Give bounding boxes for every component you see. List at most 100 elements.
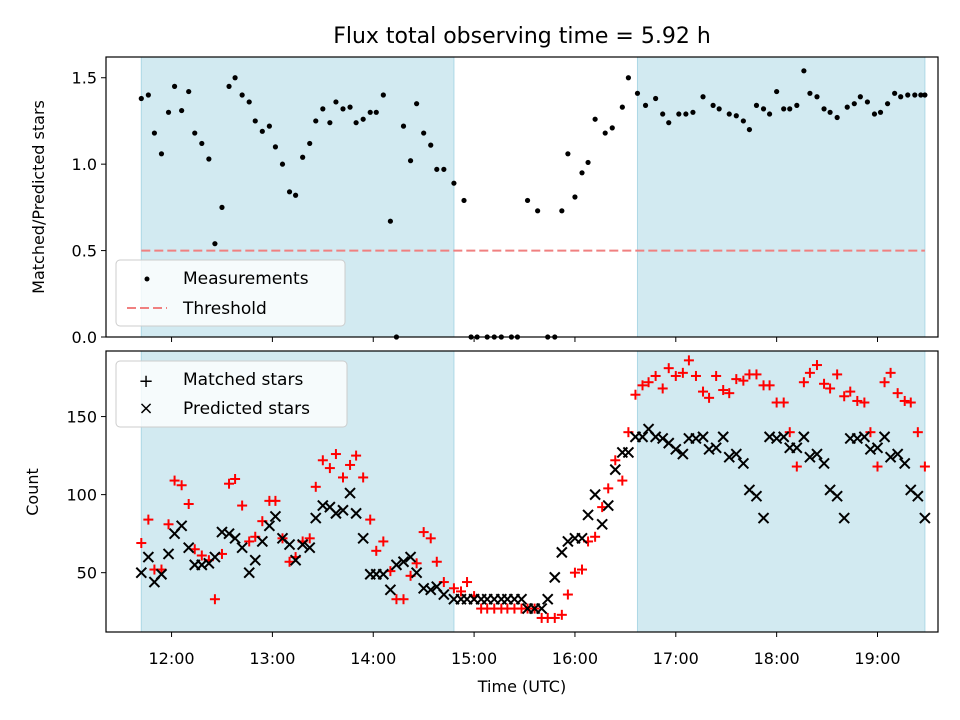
- predicted-star-point: [919, 512, 931, 524]
- matched-star-point: [690, 370, 701, 381]
- matched-star-point: [718, 385, 729, 396]
- predicted-star-point: [582, 509, 594, 521]
- predicted-star-point: [811, 448, 823, 460]
- legend-measurements-label: Measurements: [183, 269, 309, 289]
- predicted-star-point: [404, 551, 417, 563]
- measurement-point: [794, 102, 800, 108]
- measurement-point: [716, 106, 722, 112]
- predicted-star-point: [576, 532, 588, 545]
- measurement-point: [491, 334, 497, 340]
- measurement-point: [393, 334, 400, 340]
- measurement-point: [246, 99, 252, 105]
- matched-star-point: [176, 480, 187, 491]
- measurement-point: [871, 111, 878, 117]
- measurement-point: [898, 94, 904, 100]
- matched-star-point: [859, 397, 870, 408]
- matched-star-point: [630, 389, 641, 400]
- x-tick-label: 12:00: [148, 649, 194, 668]
- measurement-point: [192, 130, 198, 136]
- measurement-point: [905, 92, 911, 98]
- legend-plus-marker: +: [138, 371, 153, 392]
- predicted-star-point: [589, 488, 601, 501]
- matched-star-point: [317, 455, 328, 466]
- matched-star-point: [310, 481, 321, 492]
- measurement-point: [151, 130, 158, 136]
- predicted-star-point: [263, 520, 276, 532]
- x-tick-label: 17:00: [653, 649, 699, 668]
- measurement-point: [266, 123, 272, 129]
- matched-star-point: [324, 463, 335, 474]
- matched-star-point: [378, 536, 389, 547]
- matched-star-point: [650, 370, 661, 381]
- x-axis-label: Time (UTC): [477, 677, 566, 696]
- measurement-point: [700, 94, 706, 100]
- predicted-star-point: [390, 559, 403, 571]
- measurement-point: [373, 109, 379, 115]
- measurement-point: [579, 170, 585, 176]
- predicted-star-point: [609, 463, 621, 476]
- matched-star-point: [556, 609, 567, 620]
- matched-star-point: [136, 538, 147, 549]
- measurement-point: [232, 75, 238, 81]
- legend-matched-label: Matched stars: [183, 370, 303, 390]
- measurement-point: [451, 180, 457, 186]
- legend-predicted-label: Predicted stars: [183, 399, 310, 419]
- measurement-point: [851, 101, 857, 107]
- predicted-star-point: [737, 457, 750, 470]
- predicted-star-point: [155, 568, 168, 580]
- x-tick-label: 15:00: [451, 649, 497, 668]
- predicted-star-point: [710, 442, 722, 454]
- matched-star-point: [832, 369, 843, 380]
- measurement-point: [787, 106, 793, 112]
- measurement-point: [441, 166, 447, 172]
- x-tick-label: 19:00: [854, 649, 900, 668]
- matched-star-point: [637, 380, 648, 391]
- measurement-point: [834, 114, 840, 121]
- predicted-star-point: [798, 431, 810, 443]
- predicted-star-point: [723, 451, 735, 463]
- matched-star-point: [183, 498, 194, 509]
- matched-star-point: [270, 495, 281, 506]
- measurement-point: [814, 94, 820, 100]
- matched-star-point: [196, 550, 207, 561]
- predicted-star-point: [602, 499, 614, 512]
- measurement-point: [313, 118, 319, 124]
- predicted-star-point: [515, 593, 528, 605]
- measurement-point: [565, 151, 571, 157]
- matched-star-point: [610, 455, 621, 466]
- predicted-star-point: [891, 448, 904, 460]
- matched-star-point: [562, 589, 573, 600]
- predicted-star-point: [384, 584, 397, 596]
- measurement-point: [660, 111, 666, 117]
- matched-star-point: [751, 369, 762, 380]
- measurement-point: [199, 140, 205, 147]
- measurement-point: [535, 208, 541, 214]
- predicted-star-point: [730, 448, 743, 460]
- matched-star-point: [237, 500, 248, 511]
- measurement-point: [753, 102, 760, 108]
- measurement-point: [524, 197, 531, 204]
- matched-star-point: [852, 395, 863, 406]
- measurement-point: [428, 142, 434, 148]
- measurement-point: [286, 189, 293, 195]
- matched-star-point: [143, 514, 154, 525]
- predicted-star-point: [410, 566, 423, 579]
- matched-star-point: [337, 472, 348, 483]
- measurement-point: [279, 161, 286, 167]
- measurement-point: [226, 83, 232, 89]
- predicted-star-point: [777, 431, 790, 443]
- matched-star-point: [169, 475, 180, 486]
- predicted-star-point: [636, 431, 649, 443]
- measurement-point: [407, 158, 414, 164]
- measurement-point: [807, 90, 813, 96]
- matched-star-point: [358, 472, 369, 483]
- predicted-star-point: [350, 507, 362, 520]
- matched-star-point: [365, 514, 376, 525]
- matched-star-point: [731, 374, 742, 385]
- matched-star-point: [657, 383, 668, 394]
- measurement-point: [634, 90, 641, 96]
- bottom-legend-box: [115, 360, 348, 428]
- top-legend-box: [115, 259, 346, 327]
- measurement-point: [710, 102, 716, 108]
- predicted-star-point: [296, 538, 309, 551]
